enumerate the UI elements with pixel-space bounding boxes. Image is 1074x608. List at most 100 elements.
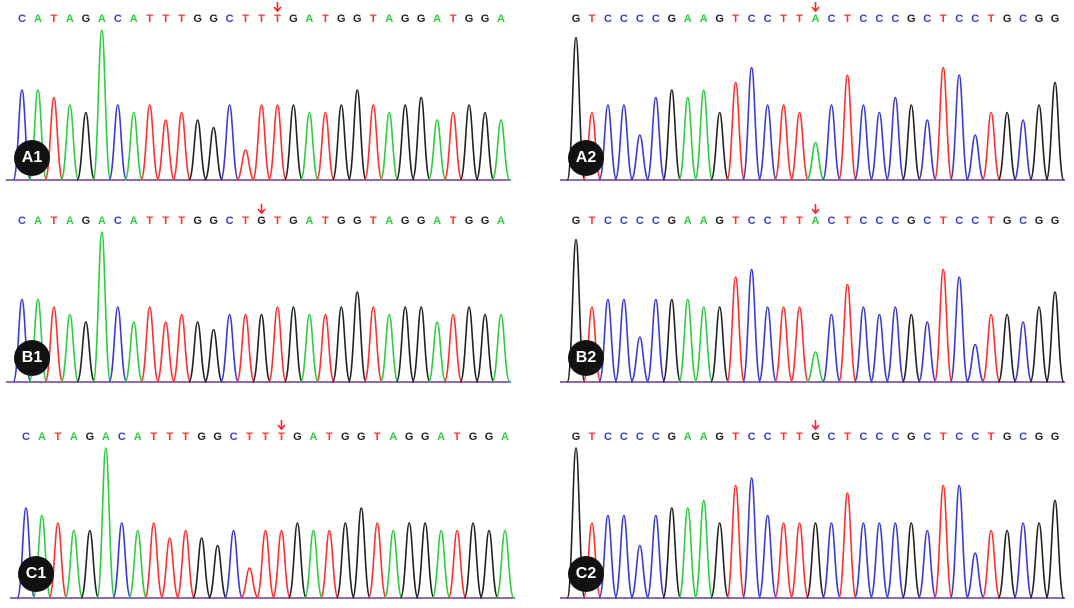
chromatogram-peak — [758, 306, 778, 383]
base-call-letter: G — [1003, 215, 1012, 227]
variant-arrow-icon — [811, 2, 820, 13]
base-call-letter: G — [481, 215, 490, 227]
chromatogram-peak — [710, 306, 730, 383]
base-call-letter: T — [278, 431, 285, 443]
base-call-letter: A — [684, 13, 692, 25]
base-call-letter: C — [18, 215, 26, 227]
variant-arrow-icon — [811, 420, 820, 431]
base-call-letter: T — [242, 215, 249, 227]
chromatogram-peak — [219, 104, 240, 181]
chromatogram-peak — [140, 104, 160, 181]
base-call-letter: A — [700, 215, 708, 227]
chromatogram-peak — [271, 529, 292, 599]
chromatogram-peak — [1013, 321, 1033, 383]
chromatogram-peak — [379, 313, 399, 383]
base-call-letter: T — [246, 431, 253, 443]
chromatogram-peak — [156, 321, 176, 383]
chromatogram-peak — [267, 104, 288, 181]
base-call-letter: T — [178, 13, 185, 25]
chromatogram-peak — [383, 529, 403, 599]
chromatogram-peak — [463, 522, 483, 599]
base-call-letter: A — [437, 431, 445, 443]
base-call-letter: C — [114, 13, 122, 25]
chromatogram-peak — [1013, 119, 1033, 181]
chromatogram-peak — [805, 141, 826, 181]
chromatogram-peak — [255, 529, 276, 599]
base-call-letter: T — [940, 13, 947, 25]
chromatogram-peak — [223, 529, 244, 599]
base-call-letter: C — [971, 13, 979, 25]
base-call-letter: G — [401, 13, 410, 25]
base-call-letter: T — [146, 13, 153, 25]
chromatogram-peak — [188, 119, 208, 181]
base-call-letter: T — [796, 431, 803, 443]
chromatogram-peak — [235, 313, 256, 383]
chromatogram-peak — [917, 321, 937, 383]
chromatogram-peak — [347, 89, 367, 181]
base-call-letter: C — [875, 431, 883, 443]
chromatogram-peak — [710, 522, 730, 599]
base-call-letter: G — [213, 431, 222, 443]
base-call-letter: A — [700, 13, 708, 25]
chromatogram-peak — [821, 313, 842, 383]
chromatogram-peak — [144, 522, 164, 599]
base-call-letter: C — [955, 215, 963, 227]
panel-label-badge: B2 — [568, 340, 604, 376]
base-call-letter: T — [162, 13, 169, 25]
chromatogram-peak — [694, 89, 714, 181]
chromatogram-peak — [124, 111, 144, 181]
chromatogram-peak — [981, 529, 1001, 599]
base-call-letter: C — [971, 215, 979, 227]
base-call-letter: C — [859, 431, 867, 443]
chromatogram-peak — [1045, 291, 1065, 383]
base-call-letter: T — [326, 431, 333, 443]
chromatogram-peak — [1029, 306, 1049, 383]
chromatogram-peak — [598, 104, 618, 181]
base-call-letter: T — [146, 215, 153, 227]
chromatogram-peak — [491, 313, 511, 383]
base-call-letter: G — [469, 431, 478, 443]
chromatogram-peak — [108, 306, 128, 383]
chromatogram-peak — [491, 119, 511, 181]
chromatogram-peak — [598, 298, 618, 383]
chromatogram-peak — [60, 313, 80, 383]
base-call-letter: C — [923, 13, 931, 25]
base-call-letter: T — [450, 215, 457, 227]
base-call-letter: G — [668, 13, 677, 25]
base-call-letter: C — [764, 13, 772, 25]
base-call-letter: G — [341, 431, 350, 443]
base-call-letter: G — [481, 13, 490, 25]
base-call-letter: G — [1051, 215, 1060, 227]
chromatogram-peak — [160, 537, 180, 599]
chromatogram-peak — [447, 529, 467, 599]
base-call-letter: T — [374, 431, 381, 443]
chromatogram-peak — [92, 231, 112, 383]
chromatogram-peak — [821, 104, 842, 181]
chromatogram-panel-a1: C A T A G A C A T T T G G C T T T G A T G G T A G G A T G G A A1 — [6, 0, 516, 190]
base-call-letter: A — [305, 215, 313, 227]
variant-arrow-icon — [257, 204, 266, 215]
base-call-letter: T — [940, 431, 947, 443]
chromatogram-peak — [726, 81, 746, 181]
chromatogram-peak — [742, 268, 762, 383]
chromatogram-peak — [319, 529, 339, 599]
base-call-letter: T — [732, 215, 739, 227]
base-call-letter: G — [1035, 13, 1044, 25]
base-call-letter: C — [891, 431, 899, 443]
chromatogram-peak — [347, 291, 367, 383]
chromatogram-peak — [933, 268, 953, 383]
base-call-letter: G — [715, 215, 724, 227]
base-call-letter: G — [82, 215, 91, 227]
chromatogram-peak — [901, 313, 921, 383]
chromatogram-peak — [411, 96, 431, 181]
base-call-letter: C — [118, 431, 126, 443]
base-call-letter: G — [353, 13, 362, 25]
base-call-letter: A — [385, 13, 393, 25]
chromatogram-panel-a2: G T C C C C G A A G T C C T T A C T C C C G C T C C T G C G G A2 — [560, 0, 1070, 190]
base-call-letter: G — [668, 431, 677, 443]
base-call-letter: T — [988, 431, 995, 443]
chromatogram-panel-c1: C A T A G A C A T T T G G C T T T G A T G G T A G G A T G G A C1 — [10, 418, 520, 608]
base-call-letter: C — [1019, 215, 1027, 227]
base-call-letter: C — [859, 13, 867, 25]
